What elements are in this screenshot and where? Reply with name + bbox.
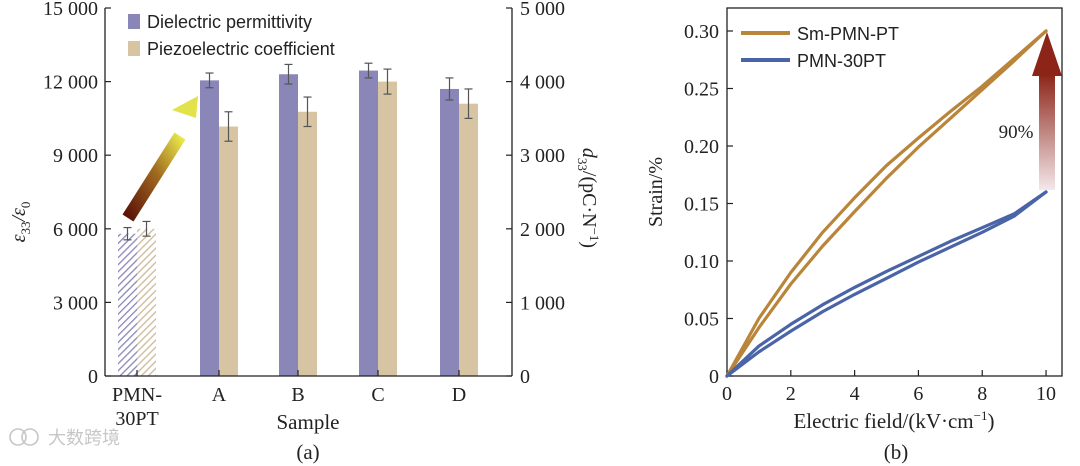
b-ytick-label: 0.15 — [684, 194, 719, 216]
b-ytick-label: 0.10 — [684, 251, 719, 273]
legend-label-pmn-30pt: PMN-30PT — [797, 51, 886, 71]
errorbar-permittivity-D — [445, 77, 454, 101]
bar-permittivity-B — [279, 74, 298, 377]
errorbar-piezo-A — [224, 111, 233, 142]
a-arrow-head — [172, 96, 198, 118]
b-ytick-label: 0.20 — [684, 136, 719, 158]
legend-swatch-permittivity — [128, 14, 140, 29]
bar-permittivity-A — [200, 80, 219, 376]
watermark-text: 大数跨境 — [48, 428, 120, 448]
b-increase-arrow — [1032, 32, 1062, 190]
b-annotation-90: 90% — [999, 122, 1034, 143]
b-arrow-head — [1032, 32, 1062, 76]
b-legend: Sm-PMN-PT PMN-30PT — [741, 24, 899, 71]
a-y2tick-label: 0 — [520, 366, 530, 388]
curve-sm-pmn-pt-upper — [725, 29, 1048, 378]
a-ytick-label: 9 000 — [53, 145, 98, 167]
b-xtick-label: 6 — [913, 383, 923, 405]
b-arrow-shaft — [1039, 74, 1055, 190]
b-xtick-label: 8 — [977, 383, 987, 405]
curve-pmn-30pt-lower — [725, 190, 1048, 378]
bar-piezo-D — [459, 103, 478, 377]
panel-b: 0 0.05 0.10 0.15 0.20 0.25 0.30 0 2 4 6 8 10 90% Sm… — [645, 7, 1063, 464]
bar-piezo-A — [219, 126, 238, 376]
bar-permittivity-D — [440, 88, 459, 377]
errorbar-permittivity-PMN-30PT — [123, 226, 132, 241]
a-xtick-label: D — [452, 384, 466, 406]
b-xlabel: Electric field/(kV·cm−1) — [793, 408, 994, 433]
b-xtick-label: 0 — [722, 383, 732, 405]
a-ytick-label: 15 000 — [43, 0, 98, 20]
errorbar-piezo-D — [464, 88, 473, 120]
b-xtick-label: 2 — [786, 383, 796, 405]
a-ytick-label: 0 — [88, 366, 98, 388]
a-ytick-label: 3 000 — [53, 292, 98, 314]
errorbar-permittivity-B — [284, 63, 293, 85]
curve-sm-pmn-pt-lower — [725, 29, 1048, 378]
b-ytick-label: 0 — [709, 366, 719, 388]
errorbar-permittivity-C — [364, 62, 373, 79]
bar-piezo-PMN-30PT — [137, 228, 156, 376]
a-y2label: d33/(pC·N−1) — [575, 148, 602, 248]
watermark: 大数跨境 — [9, 428, 120, 448]
legend-swatch-piezo — [128, 41, 140, 56]
a-xtick-label: A — [212, 384, 227, 406]
a-xtick-label: PMN- — [112, 384, 162, 406]
a-ylabel: ε33/ε0 — [8, 202, 33, 243]
errorbar-piezo-B — [303, 96, 312, 128]
legend-label-piezo: Piezoelectric coefficient — [147, 39, 335, 59]
a-xtick-label: C — [371, 384, 384, 406]
a-y2tick-label: 3 000 — [520, 145, 565, 167]
b-ytick-label: 0.25 — [684, 79, 719, 101]
legend-label-permittivity: Dielectric permittivity — [147, 12, 312, 32]
errorbar-piezo-PMN-30PT — [142, 220, 151, 237]
errorbar-permittivity-A — [205, 72, 214, 89]
a-legend: Dielectric permittivity Piezoelectric co… — [128, 12, 335, 59]
legend-label-sm-pmn-pt: Sm-PMN-PT — [797, 24, 899, 44]
a-y2tick-label: 1 000 — [520, 292, 565, 314]
bar-piezo-B — [298, 111, 317, 376]
b-xtick-label: 4 — [850, 383, 860, 405]
b-ytick-label: 0.30 — [684, 21, 719, 43]
a-xtick-label: B — [291, 384, 304, 406]
watermark-logo-icon — [9, 428, 27, 446]
b-ytick-label: 0.05 — [684, 309, 719, 331]
panel-a: 0 3 000 6 000 9 000 12 000 15 000 0 1 000 2 000… — [8, 0, 602, 464]
a-panel-label: (a) — [296, 440, 319, 464]
a-xtick-label: 30PT — [115, 408, 158, 430]
a-xlabel: Sample — [277, 410, 340, 434]
a-increase-arrow — [122, 96, 198, 222]
curve-pmn-30pt-upper — [725, 190, 1048, 378]
a-y2tick-label: 4 000 — [520, 72, 565, 94]
a-y2tick-label: 5 000 — [520, 0, 565, 20]
b-plot-frame — [726, 7, 1063, 377]
b-ylabel: Strain/% — [645, 157, 667, 227]
a-ytick-label: 6 000 — [53, 219, 98, 241]
errorbar-piezo-C — [383, 68, 392, 95]
bar-piezo-C — [378, 81, 397, 376]
bar-permittivity-PMN-30PT — [118, 233, 137, 376]
bar-permittivity-C — [359, 70, 378, 376]
a-ytick-label: 12 000 — [43, 72, 98, 94]
a-y2tick-label: 2 000 — [520, 219, 565, 241]
b-panel-label: (b) — [884, 440, 909, 464]
b-xtick-label: 10 — [1036, 383, 1056, 405]
